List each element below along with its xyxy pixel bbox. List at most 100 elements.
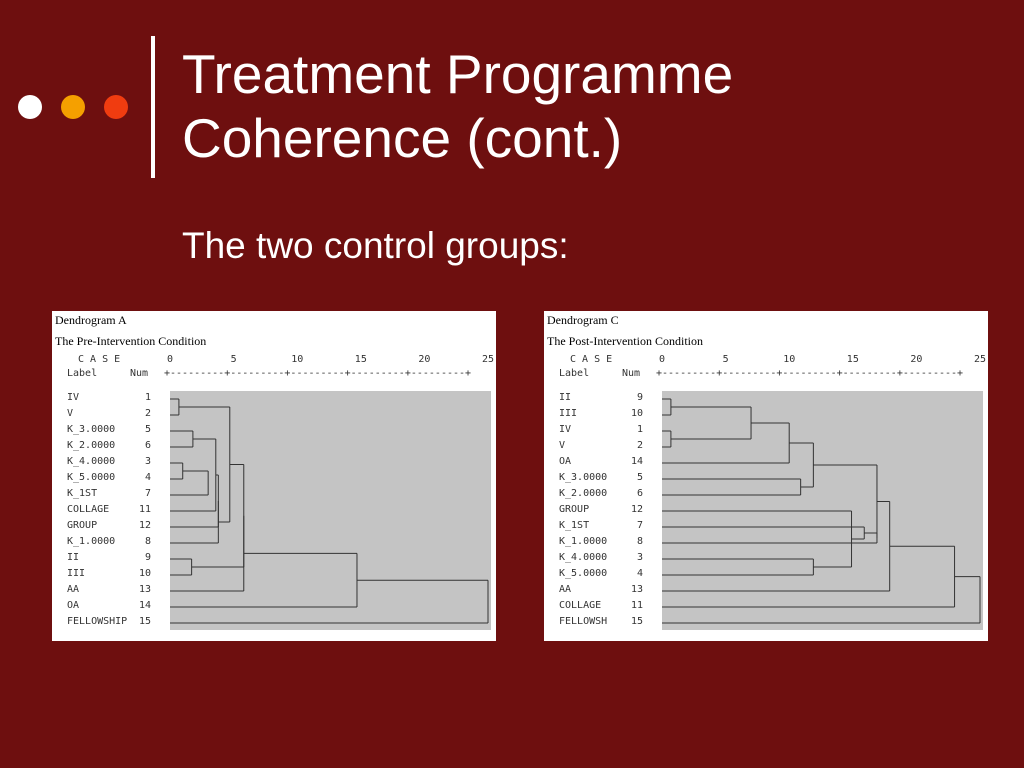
dendrogram-svg [170,391,491,630]
leaf-number: 4 [636,568,643,579]
axis-rule: +---------+---------+---------+---------… [164,368,472,379]
leaf-number: 10 [630,408,643,419]
leaf-number: 4 [144,472,151,483]
leaf-number: 11 [630,600,643,611]
cluster-shading-group [170,391,491,630]
leaf-label: FELLOWSH [559,616,608,627]
leaf-label: COLLAGE [67,504,110,515]
leaf-number: 8 [144,536,151,547]
slide-title-line1: Treatment Programme [182,43,734,105]
leaf-number: 7 [144,488,151,499]
leaf-label: K_5.0000 [559,568,608,579]
dendrogram-title: Dendrogram A [55,313,127,327]
axis-tick-label: 15 [354,354,367,365]
cluster-block [662,391,755,454]
case-header: C A S E [570,354,613,365]
label-header: Label [559,368,590,379]
cluster-line-group [170,398,489,624]
axis-tick-label: 25 [974,354,987,365]
leaf-number: 15 [630,616,643,627]
title-divider-bar [151,36,155,178]
leaf-label: IV [67,392,80,403]
axis-tick-label: 0 [167,354,174,365]
leaf-label: AA [67,584,80,595]
leaf-label: GROUP [67,520,98,531]
axis-tick-label: 20 [418,354,431,365]
leaf-label: FELLOWSHIP [67,616,128,627]
axis-tick-label: 5 [230,354,237,365]
cluster-block [170,423,196,454]
cluster-block [170,551,195,582]
leaf-number: 2 [144,408,151,419]
cluster-block [662,551,817,582]
leaf-label: K_1ST [559,520,590,531]
leaf-label: V [559,440,566,451]
cluster-block [662,391,674,422]
label-header: Label [67,368,98,379]
leaf-number: 8 [636,536,643,547]
slide-title: Treatment Programme Coherence (cont.) [182,42,733,170]
leaf-label: K_4.0000 [67,456,116,467]
leaf-label: K_1.0000 [559,536,608,547]
leaf-label: K_1ST [67,488,98,499]
axis-tick-label: 10 [291,354,304,365]
axis-tick-label: 20 [910,354,923,365]
leaf-label: K_2.0000 [559,488,608,499]
num-header: Num [130,368,149,379]
axis-rule: +---------+---------+---------+---------… [656,368,964,379]
leaf-number: 3 [144,456,151,467]
leaf-number: 14 [138,600,151,611]
dendrogram-svg [662,391,983,630]
leaf-number: 9 [636,392,643,403]
leaf-label: II [67,552,80,563]
leaf-number: 10 [138,568,151,579]
slide-title-line2: Coherence (cont.) [182,107,623,169]
dendrogram-title: Dendrogram C [547,313,619,327]
leaf-number: 14 [630,456,643,467]
leaf-label: K_2.0000 [67,440,116,451]
leaf-number: 13 [138,584,151,595]
leaf-number: 12 [630,504,643,515]
leaf-label: COLLAGE [559,600,602,611]
leaf-number: 5 [144,424,151,435]
dendrogram-panel-c: Dendrogram C The Post-Intervention Condi… [544,311,988,641]
leaf-label: III [67,568,86,579]
axis-tick-label: 25 [482,354,495,365]
leaf-label: AA [559,584,572,595]
axis-tick-label: 15 [846,354,859,365]
leaf-label: OA [559,456,572,467]
leaf-label: K_3.0000 [559,472,608,483]
leaf-label: III [559,408,578,419]
leaf-number: 2 [636,440,643,451]
leaf-number: 1 [144,392,151,403]
leaf-number: 13 [630,584,643,595]
dendrogram-subtitle: The Pre-Intervention Condition [55,334,207,348]
axis-tick-label: 0 [659,354,666,365]
leaf-label: K_3.0000 [67,424,116,435]
leaf-number: 3 [636,552,643,563]
leaf-label: IV [559,424,572,435]
cluster-block [170,391,182,422]
leaf-number: 12 [138,520,151,531]
leaf-number: 7 [636,520,643,531]
leaf-label: GROUP [559,504,590,515]
leaf-number: 9 [144,552,151,563]
leaf-label: K_1.0000 [67,536,116,547]
leaf-label: K_5.0000 [67,472,116,483]
leaf-number: 6 [144,440,151,451]
dendrogram-panel-a: Dendrogram A The Pre-Intervention Condit… [52,311,496,641]
leaf-number: 6 [636,488,643,499]
slide-dot-white [18,95,42,119]
cluster-line-group [662,398,981,624]
case-header: C A S E [78,354,121,365]
axis-tick-label: 5 [722,354,729,365]
leaf-label: OA [67,600,80,611]
axis-tick-label: 10 [783,354,796,365]
leaf-number: 15 [138,616,151,627]
num-header: Num [622,368,641,379]
leaf-label: II [559,392,572,403]
leaf-number: 5 [636,472,643,483]
slide-dot-red [104,95,128,119]
slide-subtitle: The two control groups: [182,225,569,266]
slide-dot-orange [61,95,85,119]
